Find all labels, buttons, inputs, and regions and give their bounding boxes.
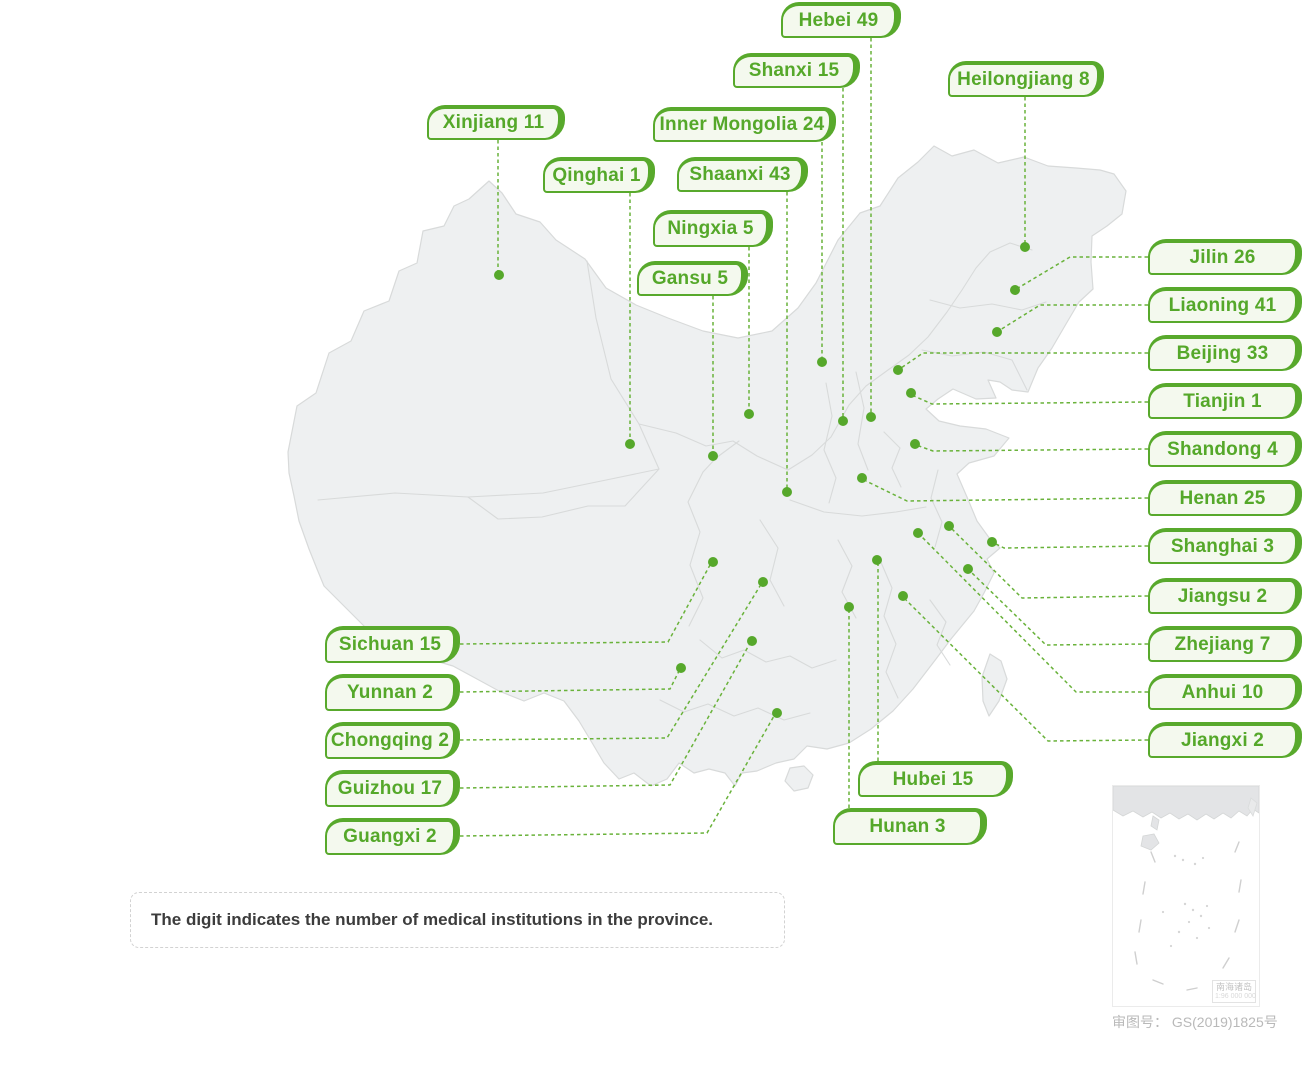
connector-beijing xyxy=(900,352,1148,369)
province-tag-guizhou: Guizhou 17 xyxy=(325,770,460,807)
legend-note-box: The digit indicates the number of medica… xyxy=(130,892,785,948)
map-dot-yunnan xyxy=(676,663,686,673)
map-dot-guizhou xyxy=(747,636,757,646)
map-dot-hunan xyxy=(844,602,854,612)
province-tag-xinjiang: Xinjiang 11 xyxy=(427,105,565,140)
connector-guangxi xyxy=(459,715,775,837)
connector-shandong xyxy=(918,445,1149,452)
map-dot-hebei xyxy=(866,412,876,422)
inset-title: 南海诸岛 xyxy=(1215,982,1252,992)
province-tag-tianjin: Tianjin 1 xyxy=(1148,383,1302,419)
connector-yunnan xyxy=(459,670,680,693)
province-tag-guangxi: Guangxi 2 xyxy=(325,818,460,855)
province-tag-shandong: Shandong 4 xyxy=(1148,431,1302,467)
connector-anhui xyxy=(920,535,1148,693)
province-tag-sichuan: Sichuan 15 xyxy=(325,626,460,663)
inset-scale: 1:96 000 000 xyxy=(1215,993,1256,1000)
map-dot-qinghai xyxy=(625,439,635,449)
map-dot-gansu xyxy=(708,451,718,461)
map-dot-shanghai xyxy=(987,537,997,547)
map-dot-guangxi xyxy=(772,708,782,718)
connector-guizhou xyxy=(459,644,750,789)
province-tag-yunnan: Yunnan 2 xyxy=(325,674,460,711)
map-dot-tianjin xyxy=(906,388,916,398)
connector-henan xyxy=(865,480,1149,502)
connector-jiangsu xyxy=(951,528,1149,599)
map-dot-jiangsu xyxy=(944,521,954,531)
map-dot-heilongjiang xyxy=(1020,242,1030,252)
province-tag-inner-mongolia: Inner Mongolia 24 xyxy=(653,107,836,142)
connector-jiangxi xyxy=(905,599,1149,742)
map-dot-anhui xyxy=(913,528,923,538)
legend-note-text: The digit indicates the number of medica… xyxy=(151,910,714,929)
province-tag-shaanxi: Shaanxi 43 xyxy=(677,157,808,192)
hainan-island xyxy=(784,765,814,792)
province-tag-anhui: Anhui 10 xyxy=(1148,674,1302,710)
province-tag-zhejiang: Zhejiang 7 xyxy=(1148,626,1302,662)
map-dot-jiangxi xyxy=(898,591,908,601)
connector-liaoning xyxy=(999,304,1148,331)
province-tag-hubei: Hubei 15 xyxy=(858,761,1013,797)
province-tag-henan: Henan 25 xyxy=(1148,480,1302,516)
map-approval-caption: 审图号： GS(2019)1825号 xyxy=(1112,1014,1278,1030)
province-tag-jiangxi: Jiangxi 2 xyxy=(1148,722,1302,758)
province-tag-jilin: Jilin 26 xyxy=(1148,239,1302,275)
connector-zhejiang xyxy=(970,571,1149,646)
connector-layer xyxy=(459,38,1149,837)
connector-tianjin xyxy=(913,395,1149,405)
map-dot-inner-mongolia xyxy=(817,357,827,367)
map-dot-chongqing xyxy=(758,577,768,587)
map-dot-shandong xyxy=(910,439,920,449)
province-tag-jiangsu: Jiangsu 2 xyxy=(1148,578,1302,614)
map-dot-ningxia xyxy=(744,409,754,419)
province-tag-chongqing: Chongqing 2 xyxy=(325,722,460,759)
province-tag-shanghai: Shanghai 3 xyxy=(1148,528,1302,564)
map-dot-liaoning xyxy=(992,327,1002,337)
province-tag-hunan: Hunan 3 xyxy=(833,808,987,845)
connector-shanghai xyxy=(995,543,1149,549)
province-borders xyxy=(317,242,1047,721)
map-dot-zhejiang xyxy=(963,564,973,574)
province-tag-gansu: Gansu 5 xyxy=(637,261,748,296)
connector-chongqing xyxy=(459,585,761,741)
inset-label-box: 南海诸岛 1:96 000 000 xyxy=(1212,980,1256,1003)
province-tag-hebei: Hebei 49 xyxy=(781,2,901,38)
map-dot-xinjiang xyxy=(494,270,504,280)
inset-map-graphic xyxy=(1113,786,1259,991)
province-tag-heilongjiang: Heilongjiang 8 xyxy=(948,61,1104,97)
province-tag-shanxi: Shanxi 15 xyxy=(733,53,860,88)
map-dot-henan xyxy=(857,473,867,483)
connector-jilin xyxy=(1017,256,1148,289)
province-tag-liaoning: Liaoning 41 xyxy=(1148,287,1302,323)
taiwan-island xyxy=(981,653,1008,717)
map-dot-jilin xyxy=(1010,285,1020,295)
map-dot-beijing xyxy=(893,365,903,375)
map-dot-hubei xyxy=(872,555,882,565)
map-dot-shanxi xyxy=(838,416,848,426)
connector-sichuan xyxy=(459,564,711,645)
south-china-sea-inset: 南海诸岛 1:96 000 000 xyxy=(1112,785,1260,1007)
map-dot-shaanxi xyxy=(782,487,792,497)
province-tag-qinghai: Qinghai 1 xyxy=(543,157,655,193)
province-tag-beijing: Beijing 33 xyxy=(1148,335,1302,371)
province-tag-ningxia: Ningxia 5 xyxy=(653,210,773,247)
map-dot-sichuan xyxy=(708,557,718,567)
